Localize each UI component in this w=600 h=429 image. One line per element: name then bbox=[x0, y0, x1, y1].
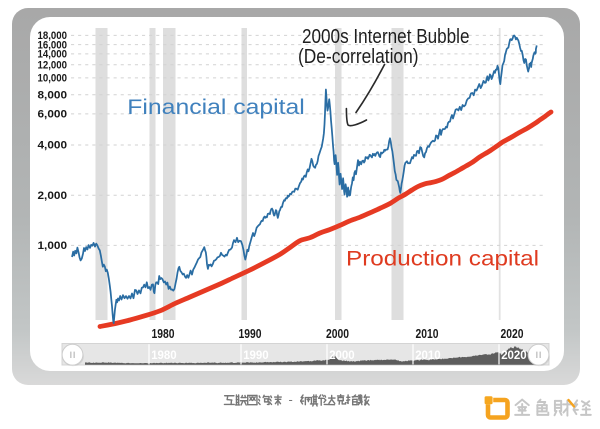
svg-text:18,000: 18,000 bbox=[38, 30, 68, 42]
svg-text:2010: 2010 bbox=[416, 327, 439, 341]
svg-text:14,000: 14,000 bbox=[38, 49, 68, 61]
svg-text:2,000: 2,000 bbox=[38, 190, 68, 202]
svg-text:-: - bbox=[289, 392, 293, 407]
svg-text:2020: 2020 bbox=[501, 348, 527, 362]
svg-text:16,000: 16,000 bbox=[38, 39, 68, 51]
svg-text:2000s Internet Bubble: 2000s Internet Bubble bbox=[302, 26, 470, 48]
svg-text:10,000: 10,000 bbox=[38, 73, 68, 85]
svg-text:4,000: 4,000 bbox=[38, 140, 68, 152]
svg-text:1990: 1990 bbox=[243, 348, 269, 362]
svg-text:Production capital: Production capital bbox=[346, 247, 539, 271]
svg-text:Financial capital: Financial capital bbox=[127, 95, 304, 119]
svg-text:1990: 1990 bbox=[239, 327, 262, 341]
svg-text:6,000: 6,000 bbox=[38, 109, 68, 121]
svg-text:12,000: 12,000 bbox=[38, 60, 68, 72]
svg-text:2000: 2000 bbox=[329, 348, 355, 362]
svg-text:2010: 2010 bbox=[415, 348, 441, 362]
svg-text:1,000: 1,000 bbox=[38, 240, 68, 252]
svg-text:1980: 1980 bbox=[152, 327, 175, 341]
svg-text:1980: 1980 bbox=[151, 348, 177, 362]
svg-text:2000: 2000 bbox=[326, 327, 349, 341]
svg-text:(De-correlation): (De-correlation) bbox=[298, 46, 419, 68]
svg-text:8,000: 8,000 bbox=[38, 90, 68, 102]
svg-text:2020: 2020 bbox=[501, 327, 524, 341]
